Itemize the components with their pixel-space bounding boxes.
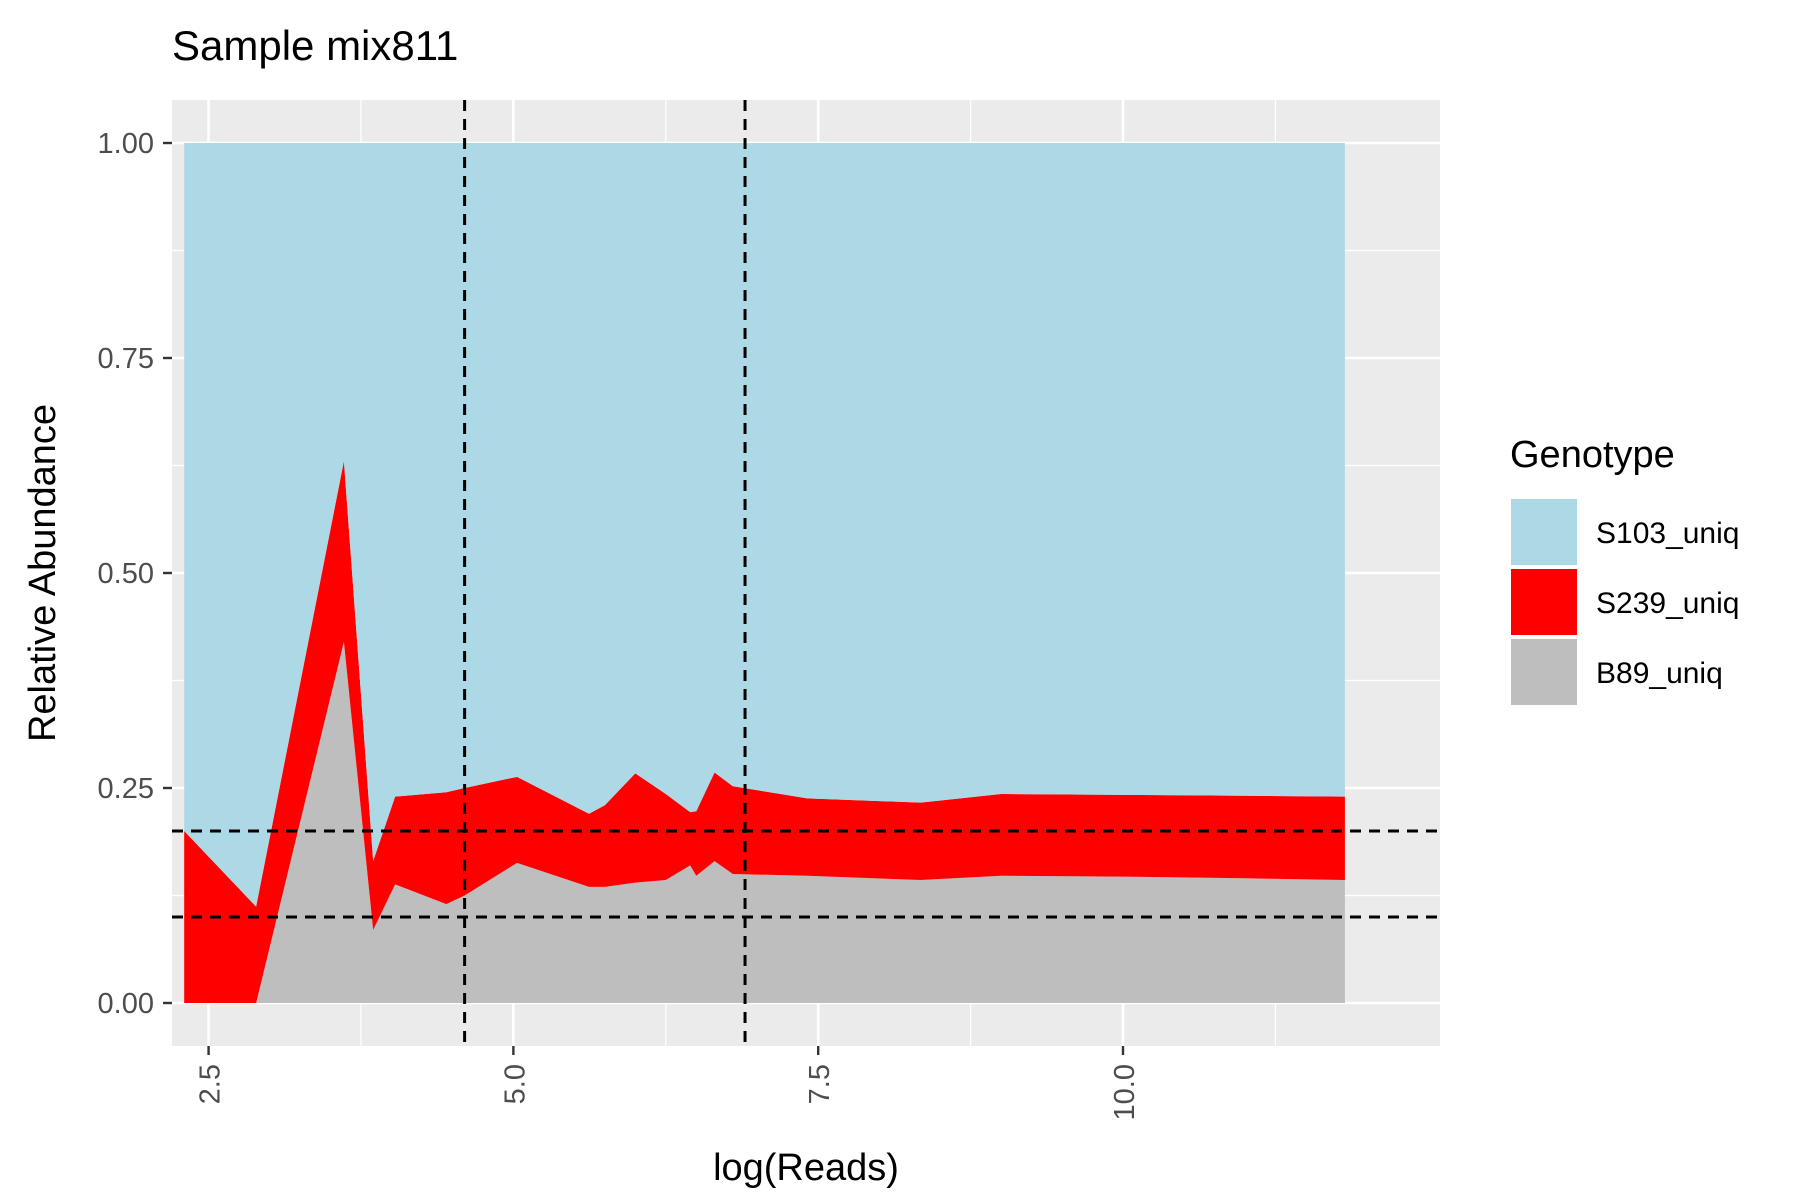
chart-title: Sample mix811 <box>172 22 458 69</box>
y-tick-label: 0.75 <box>98 343 154 375</box>
y-axis-title: Relative Abundance <box>22 404 64 742</box>
legend-key <box>1509 637 1579 707</box>
x-axis: 2.5 5.0 7.5 10.0 <box>195 1046 1141 1120</box>
area-s239-uniq <box>184 461 1345 1003</box>
area-b89-uniq <box>184 641 1345 1003</box>
legend-key <box>1509 567 1579 637</box>
y-tick-label: 1.00 <box>98 128 154 160</box>
legend-key <box>1509 497 1579 567</box>
y-tick-label: 0.25 <box>98 773 154 805</box>
x-tick-label: 5.0 <box>499 1064 531 1104</box>
x-tick-label: 7.5 <box>804 1064 836 1104</box>
legend-label: S239_uniq <box>1596 587 1739 620</box>
y-tick-label: 0.50 <box>98 558 154 590</box>
legend-title: Genotype <box>1510 434 1675 476</box>
x-tick-label: 10.0 <box>1109 1064 1141 1120</box>
x-tick-label: 2.5 <box>195 1064 227 1104</box>
legend-label: S103_uniq <box>1596 517 1739 550</box>
area-layers <box>184 143 1345 1003</box>
legend-label: B89_uniq <box>1596 657 1723 690</box>
y-axis: 0.00 0.25 0.50 0.75 1.00 <box>98 128 172 1020</box>
x-axis-title: log(Reads) <box>713 1147 899 1189</box>
reference-lines <box>172 100 1440 1046</box>
y-tick-label: 0.00 <box>98 988 154 1020</box>
area-s103-uniq <box>184 143 1345 907</box>
legend: Genotype S103_uniq S239_uniq B89_uniq <box>1509 434 1739 707</box>
